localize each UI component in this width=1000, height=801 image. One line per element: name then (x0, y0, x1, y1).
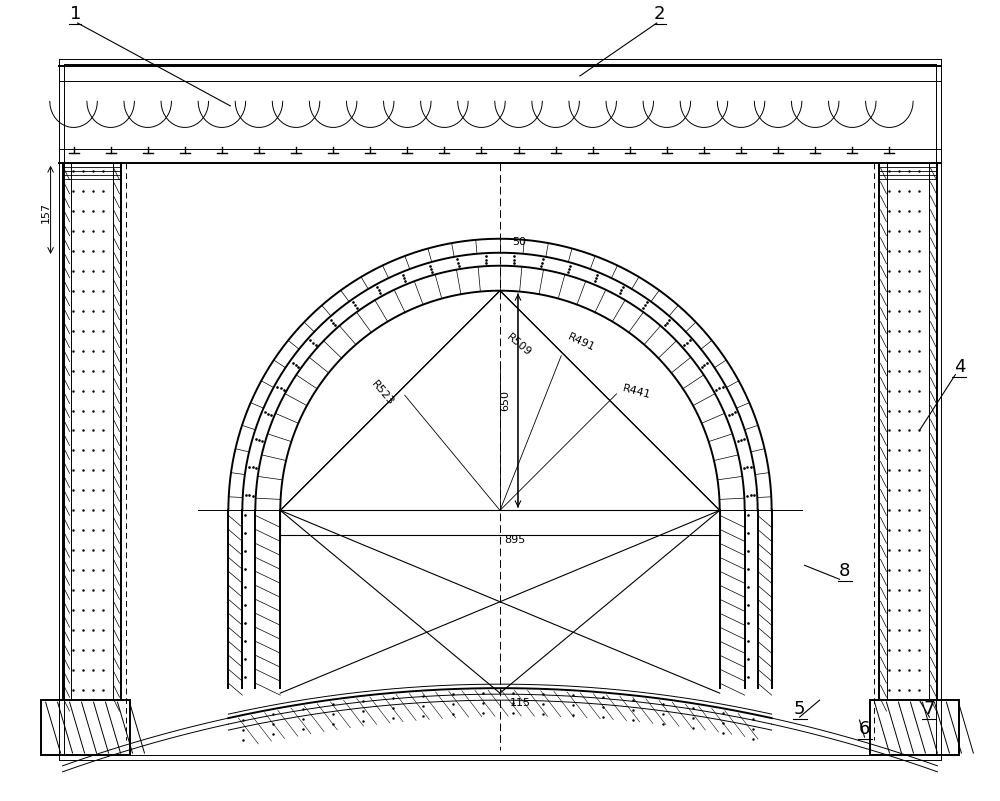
Text: 895: 895 (504, 535, 526, 545)
Bar (870, 700, 959, 755)
Text: R523: R523 (370, 379, 396, 407)
Text: 157: 157 (41, 202, 51, 223)
Text: R509: R509 (505, 332, 534, 358)
Text: R491: R491 (566, 332, 597, 352)
Text: 5: 5 (794, 700, 805, 718)
Text: 115: 115 (510, 698, 531, 708)
Text: R441: R441 (622, 384, 652, 400)
Text: 1: 1 (70, 5, 81, 23)
Text: 8: 8 (839, 562, 850, 580)
Text: 4: 4 (954, 357, 965, 376)
Text: 650: 650 (500, 390, 510, 411)
Text: 6: 6 (859, 720, 870, 738)
Text: 7: 7 (924, 700, 935, 718)
Bar (41, 700, 130, 755)
Text: 50: 50 (512, 237, 526, 247)
Text: 2: 2 (654, 5, 666, 23)
